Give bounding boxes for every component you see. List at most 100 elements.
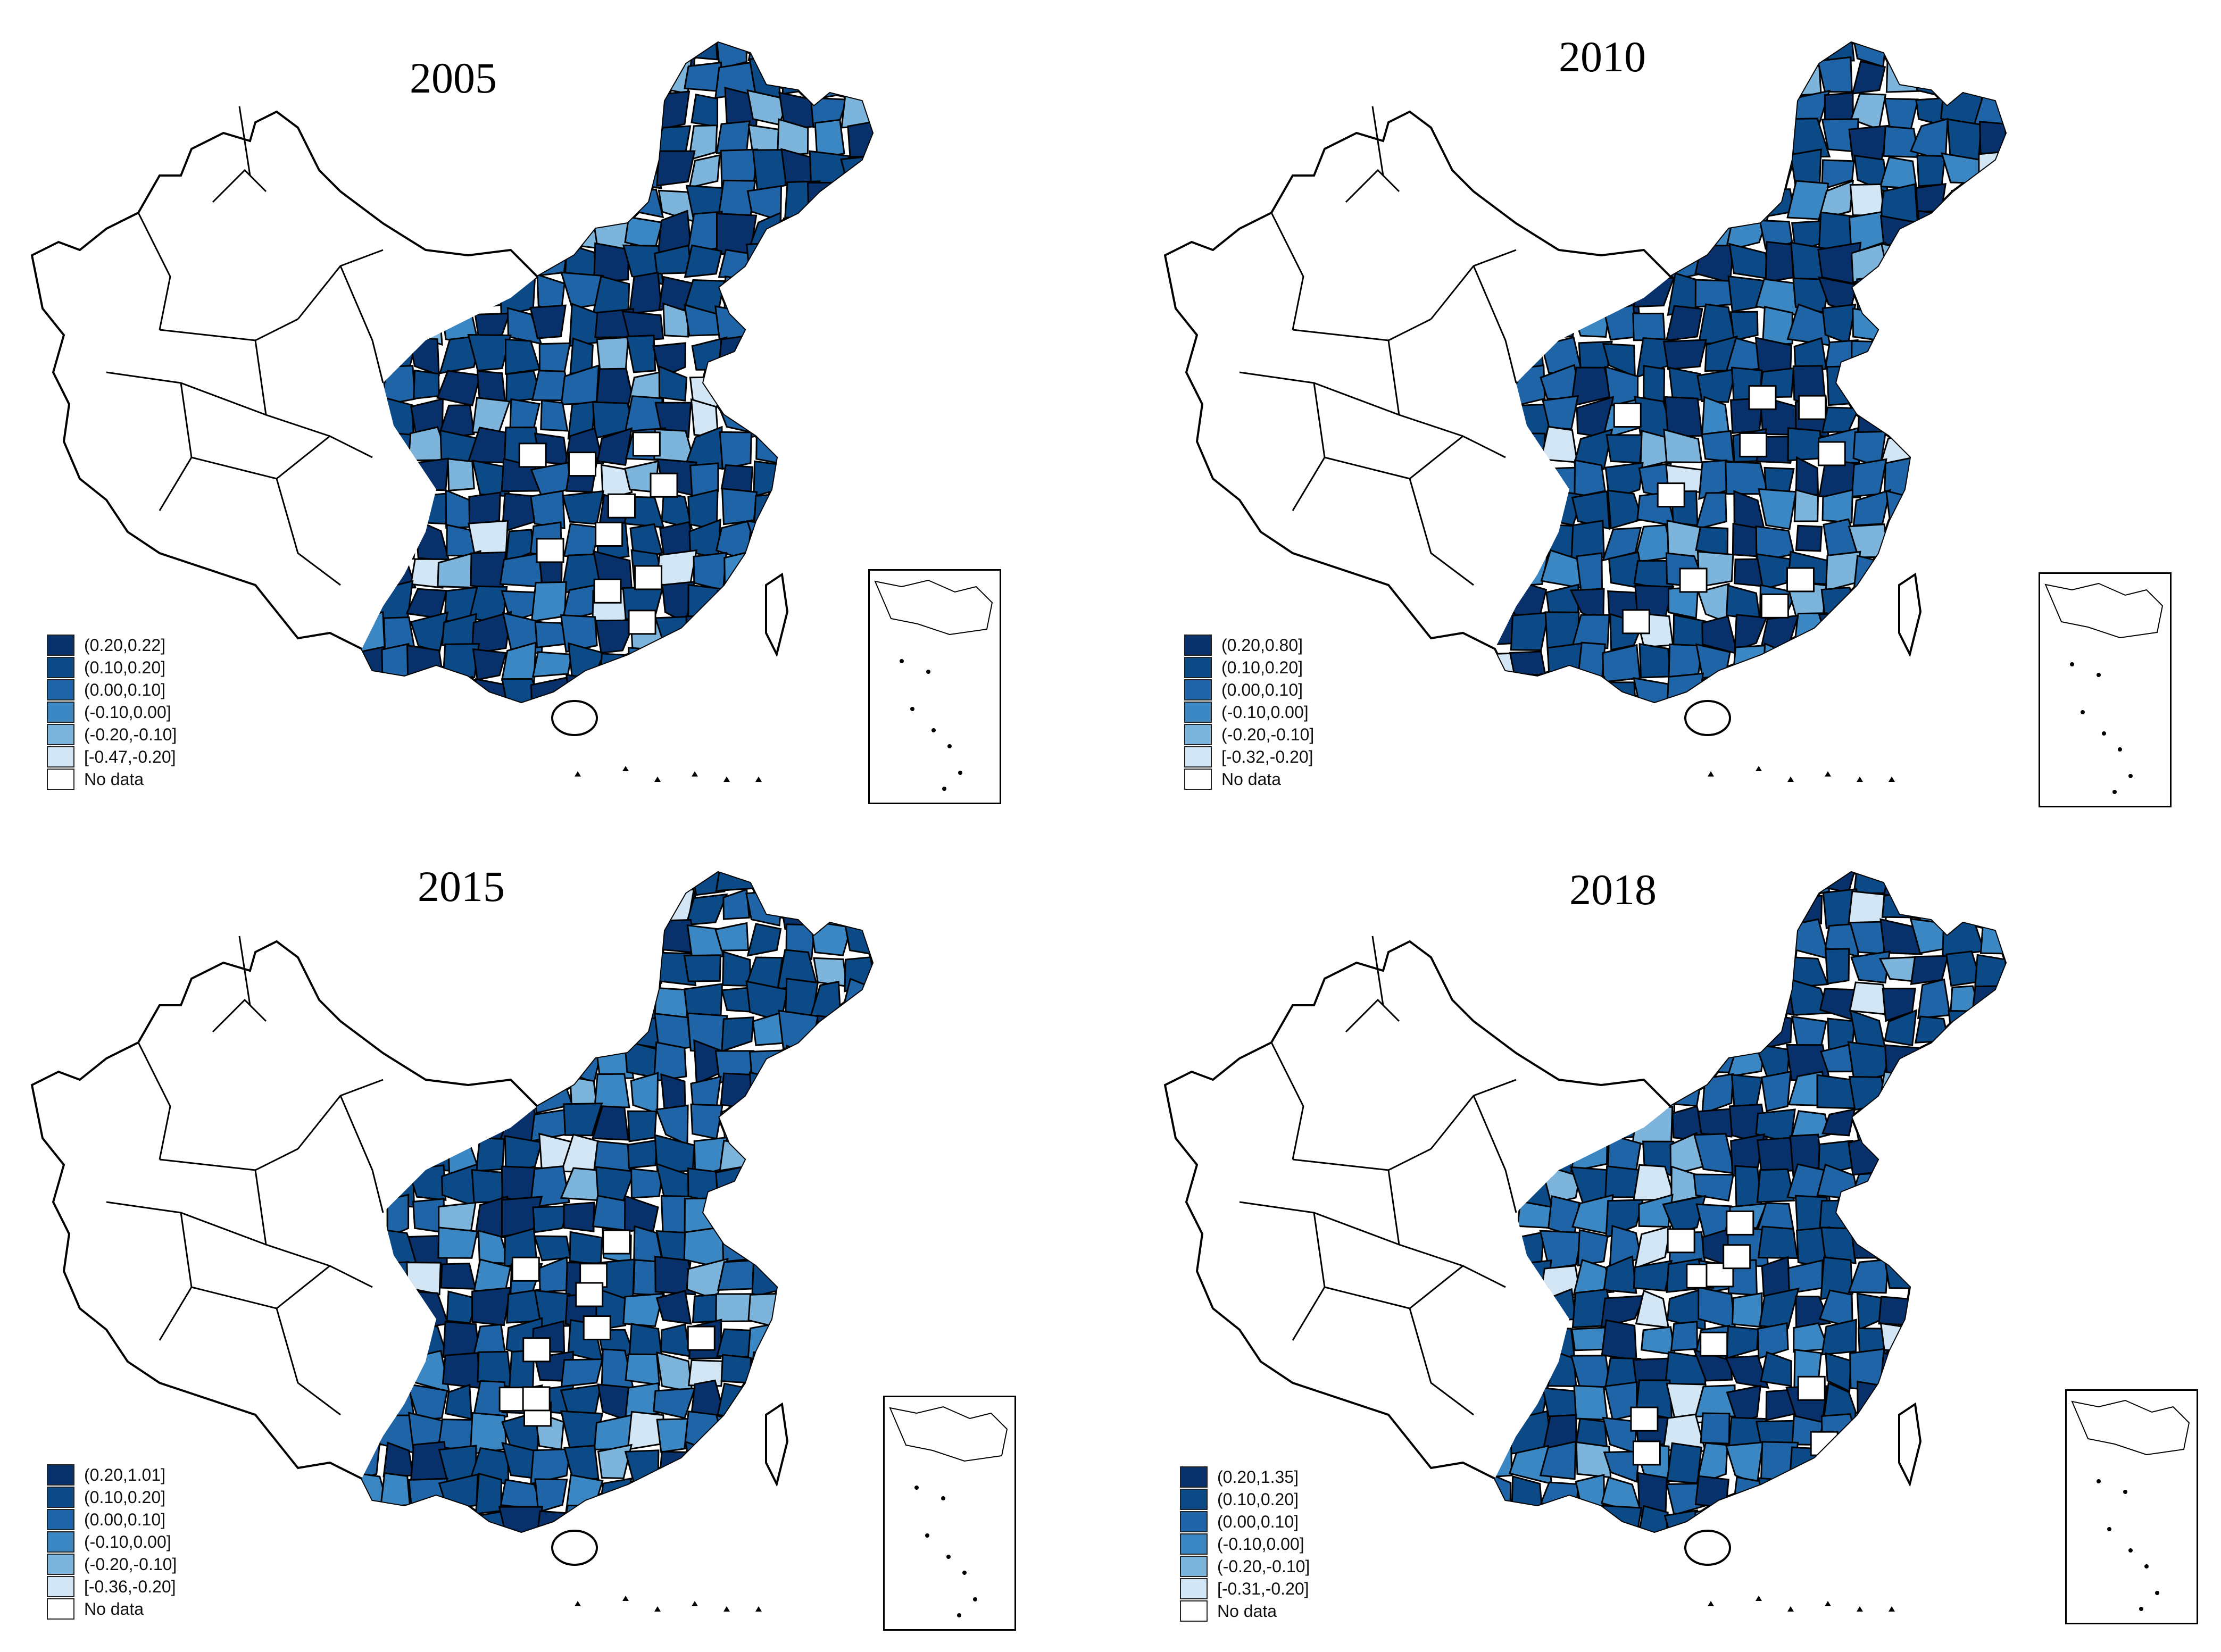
prefecture-region: [2008, 1382, 2044, 1415]
prefecture-region: [593, 242, 629, 283]
prefecture-region: [531, 949, 571, 982]
prefecture-region: [362, 646, 386, 684]
prefecture-region: [1883, 372, 1920, 400]
prefecture-region: [1821, 1319, 1857, 1356]
legend-swatch: [1184, 702, 1212, 723]
prefecture-region: [1787, 43, 1829, 65]
prefecture-region: [1910, 872, 1953, 895]
prefecture-region: [622, 1292, 664, 1328]
prefecture-region: [1818, 458, 1861, 499]
inset-map: [2071, 1399, 2190, 1611]
no-data-region: [1613, 403, 1642, 428]
prefecture-region: [437, 1041, 479, 1083]
prefecture-region: [845, 1384, 872, 1424]
prefecture-region: [1697, 894, 1735, 923]
prefecture-region: [1943, 1262, 1974, 1296]
prefecture-region: [534, 181, 569, 222]
prefecture-region: [842, 978, 872, 1017]
prefecture-region: [843, 917, 872, 956]
prefecture-region: [817, 336, 844, 379]
prefecture-region: [1514, 886, 1545, 922]
prefecture-region: [1879, 918, 1924, 955]
legend-swatch: [47, 769, 74, 790]
prefecture-region: [1820, 1256, 1853, 1300]
prefecture-region: [1817, 56, 1853, 93]
inset-island: [2112, 790, 2117, 794]
prefecture-region: [2014, 278, 2042, 309]
prefecture-region: [752, 1108, 789, 1140]
prefecture-region: [1663, 119, 1698, 162]
prefecture-region: [1946, 1170, 1984, 1208]
prefecture-region: [534, 1478, 568, 1513]
legend-item: (-0.20,-0.10]: [47, 723, 177, 746]
prefecture-region: [1513, 1543, 1545, 1578]
prefecture-region: [778, 307, 819, 347]
prefecture-region: [1975, 872, 2006, 896]
prefecture-region: [1889, 345, 1921, 373]
prefecture-region: [2007, 59, 2039, 99]
prefecture-region: [719, 1139, 755, 1172]
legend-swatch: [1184, 746, 1212, 767]
prefecture-region: [1699, 148, 1734, 193]
island-mark: [575, 771, 581, 777]
legend-label: (0.10,0.20]: [84, 1488, 165, 1507]
inset-island: [914, 1486, 919, 1490]
prefecture-region: [386, 1194, 410, 1239]
no-data-region: [583, 1315, 611, 1340]
prefecture-region: [1972, 1164, 2006, 1202]
prefecture-region: [387, 707, 417, 741]
prefecture-region: [1662, 1195, 1707, 1234]
legend-item: (-0.10,0.00]: [47, 1531, 177, 1553]
prefecture-region: [1854, 1411, 1886, 1454]
island-mark: [1708, 771, 1714, 777]
prefecture-region: [437, 983, 481, 1020]
inset-island: [2070, 662, 2074, 666]
prefecture-region: [2008, 982, 2042, 1017]
prefecture-region: [1574, 917, 1613, 957]
prefecture-region: [467, 333, 512, 372]
prefecture-region: [841, 1134, 872, 1177]
legend-label: (0.00,0.10]: [84, 680, 165, 699]
prefecture-region: [590, 129, 636, 160]
prefecture-region: [443, 1534, 478, 1572]
prefecture-region: [2010, 220, 2035, 249]
inset-island: [2107, 1527, 2111, 1531]
prefecture-region: [1575, 707, 1607, 742]
prefecture-region: [841, 1411, 872, 1455]
prefecture-region: [1495, 117, 1519, 160]
prefecture-region: [1950, 365, 1976, 406]
prefecture-region: [2002, 1195, 2006, 1238]
prefecture-region: [623, 1016, 660, 1049]
prefecture-region: [721, 487, 758, 525]
prefecture-region: [1611, 947, 1637, 992]
prefecture-region: [377, 950, 418, 987]
inset-coast: [2071, 1399, 2190, 1456]
prefecture-region: [500, 87, 540, 128]
prefecture-region: [1695, 872, 1732, 895]
prefecture-region: [1758, 1477, 1799, 1515]
prefecture-regions: [1495, 872, 2044, 1578]
taiwan-island: [765, 1402, 789, 1487]
prefecture-region: [1512, 156, 1545, 189]
prefecture-region: [562, 948, 603, 990]
prefecture-region: [445, 675, 480, 702]
prefecture-region: [467, 119, 507, 160]
prefecture-region: [1754, 1504, 1798, 1532]
no-data-region: [1748, 385, 1777, 410]
legend-item: No data: [1184, 768, 1314, 790]
no-data-region: [1738, 432, 1767, 457]
legend-label: [-0.32,-0.20]: [1221, 747, 1313, 766]
prefecture-region: [725, 613, 756, 650]
prefecture-region: [440, 920, 478, 960]
prefecture-region: [1972, 1349, 2006, 1393]
prefecture-region: [1974, 645, 2006, 680]
prefecture-region: [530, 490, 565, 530]
prefecture-region: [1850, 649, 1882, 684]
legend-item: (0.20,0.80]: [1184, 634, 1314, 656]
prefecture-region: [2001, 305, 2006, 347]
prefecture-region: [1729, 311, 1759, 341]
legend-label: (0.20,0.22]: [84, 636, 165, 655]
prefecture-region: [1495, 157, 1519, 193]
prefecture-region: [1943, 613, 1985, 653]
island-mark: [692, 1601, 698, 1606]
